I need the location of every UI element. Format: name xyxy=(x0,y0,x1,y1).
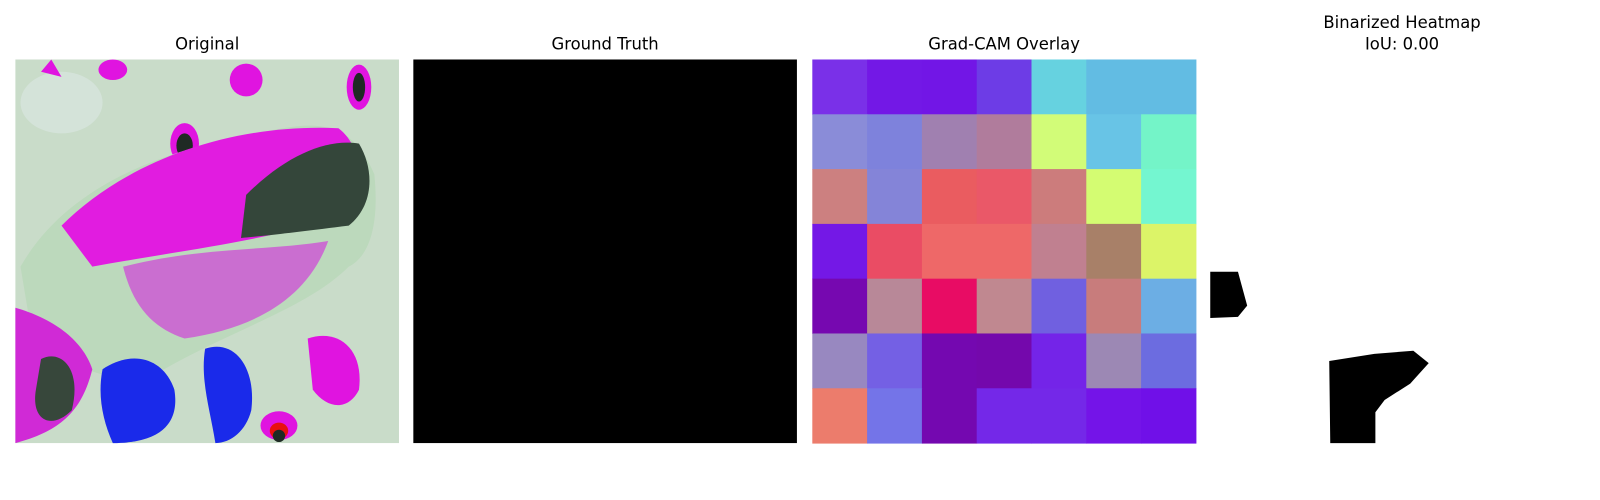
heatmap-cell xyxy=(1141,388,1197,444)
heatmap-cell xyxy=(921,59,978,115)
heatmap-cell xyxy=(976,114,1033,170)
ground-truth-mask xyxy=(413,59,797,444)
heatmap-cell xyxy=(1086,278,1142,334)
heatmap-cell xyxy=(867,388,923,444)
heatmap-cell xyxy=(1086,169,1142,225)
heatmap-cell xyxy=(1086,388,1142,444)
heatmap-cell xyxy=(867,169,923,225)
heatmap-cell xyxy=(976,388,1033,444)
heatmap-cell xyxy=(867,333,923,389)
heatmap-cell xyxy=(1141,59,1197,115)
panel-title: Original xyxy=(175,35,239,54)
panel-title: Grad-CAM Overlay xyxy=(928,35,1080,54)
heatmap-cell xyxy=(812,223,868,280)
heatmap-cell xyxy=(1141,169,1197,225)
panel-title: Binarized Heatmap xyxy=(1323,13,1480,32)
heatmap-cell xyxy=(921,223,978,280)
heatmap-cell xyxy=(976,278,1033,334)
heatmap-cell xyxy=(1031,169,1087,225)
heatmap-cell xyxy=(867,114,923,170)
heatmap-cell xyxy=(1031,59,1087,115)
heatmap-cell xyxy=(1141,333,1197,389)
heatmap-cell xyxy=(867,223,923,280)
panel-title: Ground Truth xyxy=(552,35,659,54)
heatmap-cell xyxy=(921,169,978,225)
heatmap-cell xyxy=(1141,223,1197,280)
heatmap-cell xyxy=(1086,114,1142,170)
heatmap-cell xyxy=(921,388,978,444)
heatmap-cell xyxy=(812,169,868,225)
heatmap-cell xyxy=(867,59,923,115)
binarized-heatmap xyxy=(1210,59,1594,444)
heatmap-cell xyxy=(812,278,868,334)
heatmap-cell xyxy=(976,59,1033,115)
gradcam-overlay xyxy=(812,59,1197,444)
heatmap-cell xyxy=(1031,223,1087,280)
heatmap-cell xyxy=(976,333,1033,389)
heatmap-cell xyxy=(812,114,868,170)
heatmap-cell xyxy=(1086,223,1142,280)
heatmap-cell xyxy=(1031,388,1087,444)
heatmap-cell xyxy=(812,59,868,115)
heatmap-cell xyxy=(867,278,923,334)
heatmap-cell xyxy=(1086,59,1142,115)
panel-subtitle: IoU: 0.00 xyxy=(1365,35,1439,54)
heatmap-cell xyxy=(812,388,868,444)
heatmap-cell xyxy=(1031,278,1087,334)
heatmap-cell xyxy=(976,169,1033,225)
heatmap-cell xyxy=(1141,114,1197,170)
heatmap-cell xyxy=(1031,114,1087,170)
heatmap-cell xyxy=(921,333,978,389)
heatmap-cell xyxy=(976,223,1033,280)
heatmap-cell xyxy=(921,278,978,334)
heatmap-cell xyxy=(921,114,978,170)
heatmap-cell xyxy=(1031,333,1087,389)
original-image xyxy=(15,59,399,444)
heatmap-cell xyxy=(1141,278,1197,334)
heatmap-cell xyxy=(812,333,868,389)
heatmap-cell xyxy=(1086,333,1142,389)
